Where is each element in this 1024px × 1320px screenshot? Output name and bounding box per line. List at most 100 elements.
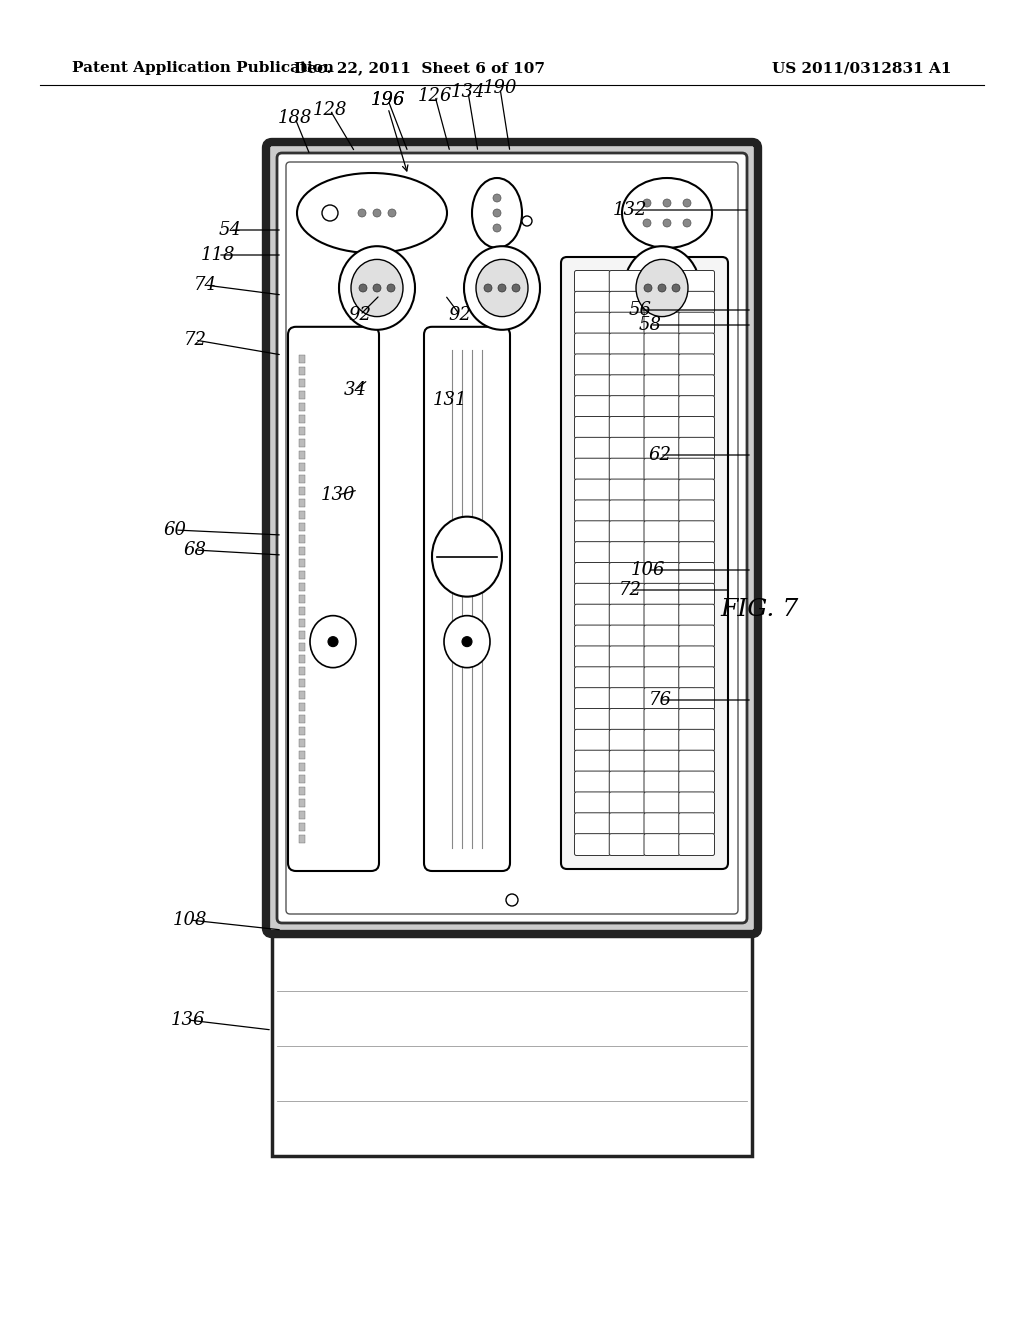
FancyBboxPatch shape [644, 834, 680, 855]
Text: 72: 72 [183, 331, 207, 348]
Bar [299, 570, 305, 578]
FancyBboxPatch shape [644, 750, 680, 772]
FancyBboxPatch shape [574, 813, 610, 834]
Text: 54: 54 [218, 220, 242, 239]
FancyBboxPatch shape [609, 313, 645, 334]
Ellipse shape [339, 247, 415, 330]
Circle shape [493, 209, 501, 216]
Circle shape [498, 284, 506, 292]
Text: 62: 62 [648, 446, 672, 465]
FancyBboxPatch shape [679, 813, 715, 834]
FancyBboxPatch shape [574, 750, 610, 772]
Bar [299, 799, 305, 807]
FancyBboxPatch shape [679, 583, 715, 605]
Circle shape [683, 199, 691, 207]
FancyBboxPatch shape [574, 834, 610, 855]
FancyBboxPatch shape [679, 458, 715, 480]
Text: 92: 92 [348, 306, 372, 323]
Bar [299, 775, 305, 783]
FancyBboxPatch shape [679, 626, 715, 647]
Circle shape [328, 636, 338, 647]
Text: 74: 74 [194, 276, 216, 294]
FancyBboxPatch shape [644, 541, 680, 564]
Text: 58: 58 [639, 315, 662, 334]
FancyBboxPatch shape [679, 834, 715, 855]
Bar [299, 583, 305, 591]
FancyBboxPatch shape [644, 333, 680, 355]
Circle shape [672, 284, 680, 292]
FancyBboxPatch shape [644, 292, 680, 313]
FancyBboxPatch shape [574, 417, 610, 438]
FancyBboxPatch shape [609, 792, 645, 814]
Ellipse shape [624, 247, 700, 330]
Circle shape [493, 224, 501, 232]
Bar [299, 391, 305, 399]
Ellipse shape [351, 260, 403, 317]
Text: 72: 72 [618, 581, 641, 599]
FancyBboxPatch shape [609, 562, 645, 585]
Ellipse shape [464, 247, 540, 330]
FancyBboxPatch shape [644, 562, 680, 585]
FancyBboxPatch shape [644, 792, 680, 814]
Bar [299, 739, 305, 747]
FancyBboxPatch shape [609, 813, 645, 834]
FancyBboxPatch shape [574, 583, 610, 605]
FancyBboxPatch shape [609, 626, 645, 647]
Bar [299, 523, 305, 531]
FancyBboxPatch shape [574, 562, 610, 585]
Ellipse shape [310, 615, 356, 668]
FancyBboxPatch shape [424, 327, 510, 871]
FancyBboxPatch shape [679, 333, 715, 355]
Bar [299, 451, 305, 459]
FancyBboxPatch shape [644, 813, 680, 834]
FancyBboxPatch shape [609, 479, 645, 500]
FancyBboxPatch shape [644, 771, 680, 793]
FancyBboxPatch shape [679, 521, 715, 543]
Bar [299, 787, 305, 795]
Circle shape [663, 199, 671, 207]
FancyBboxPatch shape [679, 562, 715, 585]
FancyBboxPatch shape [644, 479, 680, 500]
Bar [299, 655, 305, 663]
Text: US 2011/0312831 A1: US 2011/0312831 A1 [772, 61, 952, 75]
FancyBboxPatch shape [574, 688, 610, 710]
FancyBboxPatch shape [574, 437, 610, 459]
Bar [299, 667, 305, 675]
FancyBboxPatch shape [644, 645, 680, 668]
FancyBboxPatch shape [609, 417, 645, 438]
Text: 132: 132 [612, 201, 647, 219]
Bar [299, 810, 305, 818]
Text: 34: 34 [343, 381, 367, 399]
FancyBboxPatch shape [574, 521, 610, 543]
Text: 188: 188 [278, 110, 312, 127]
Text: 126: 126 [418, 87, 453, 106]
Bar [299, 511, 305, 519]
Bar [299, 499, 305, 507]
FancyBboxPatch shape [574, 313, 610, 334]
FancyBboxPatch shape [644, 626, 680, 647]
FancyBboxPatch shape [574, 292, 610, 313]
Bar [299, 834, 305, 842]
FancyBboxPatch shape [609, 605, 645, 626]
FancyBboxPatch shape [644, 730, 680, 751]
Circle shape [462, 636, 472, 647]
FancyBboxPatch shape [609, 437, 645, 459]
FancyBboxPatch shape [679, 437, 715, 459]
FancyBboxPatch shape [609, 541, 645, 564]
FancyBboxPatch shape [679, 271, 715, 292]
Bar [299, 619, 305, 627]
FancyBboxPatch shape [574, 500, 610, 521]
Ellipse shape [444, 615, 490, 668]
FancyBboxPatch shape [609, 709, 645, 730]
FancyBboxPatch shape [574, 771, 610, 793]
Bar [272, 936, 752, 1156]
FancyBboxPatch shape [574, 709, 610, 730]
FancyBboxPatch shape [679, 709, 715, 730]
FancyBboxPatch shape [574, 730, 610, 751]
Text: 108: 108 [173, 911, 207, 929]
Circle shape [506, 894, 518, 906]
Bar [299, 763, 305, 771]
Circle shape [322, 205, 338, 220]
Bar [299, 678, 305, 686]
FancyBboxPatch shape [609, 458, 645, 480]
